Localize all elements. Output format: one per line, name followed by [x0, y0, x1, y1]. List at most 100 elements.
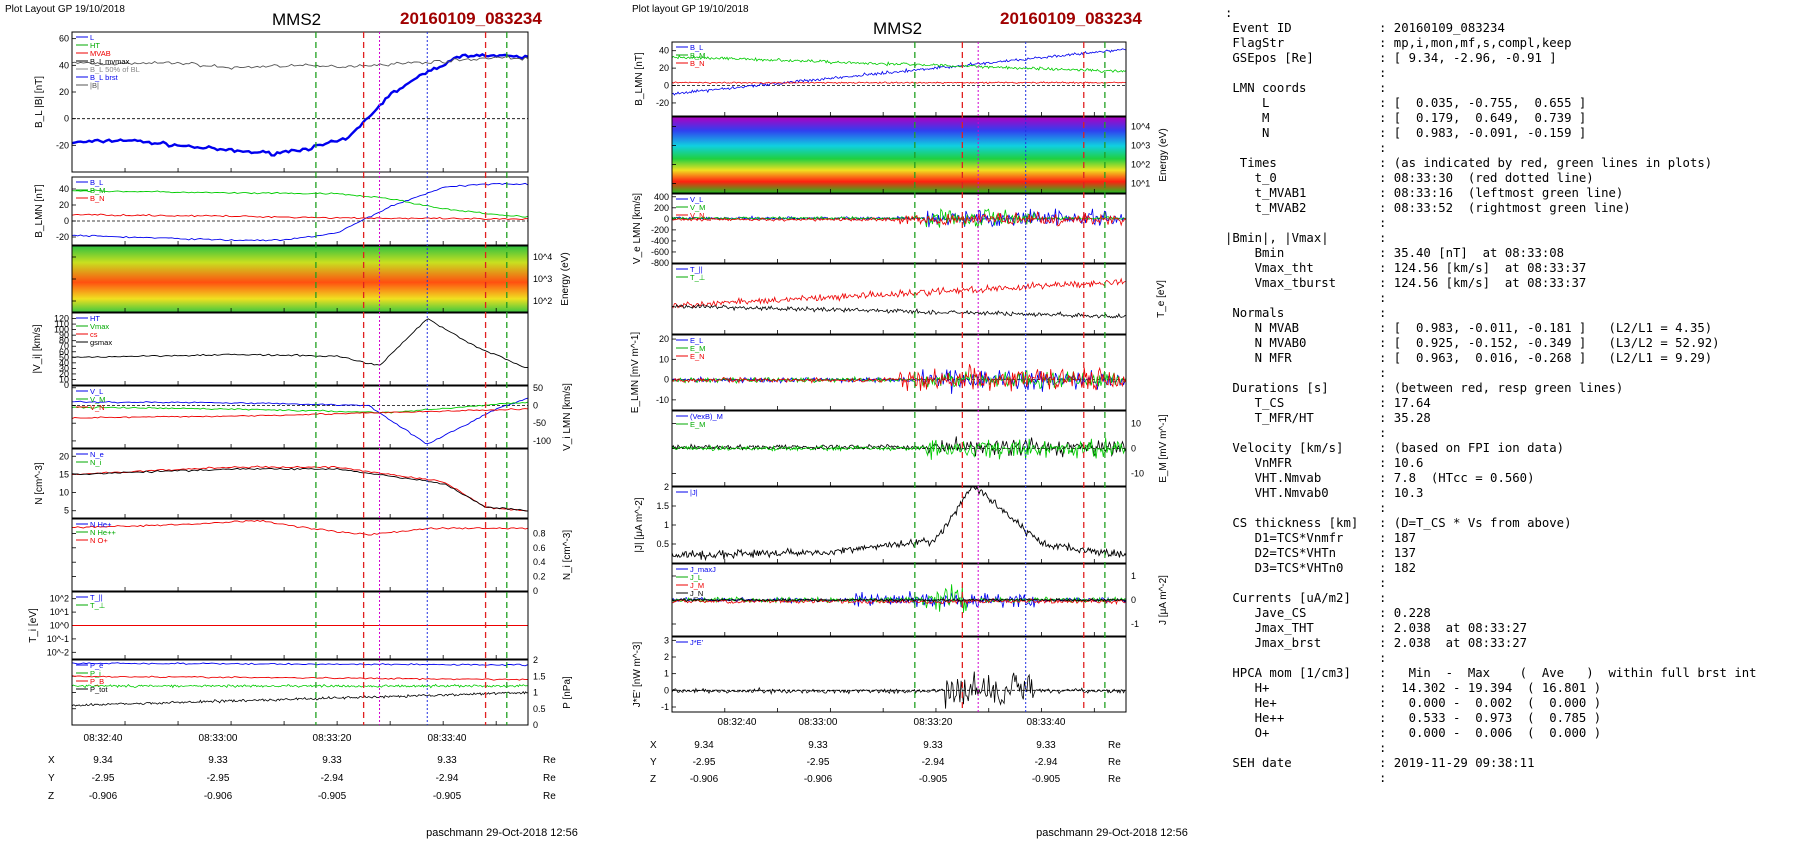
summary-line: :: [1225, 576, 1800, 591]
summary-line: Vmax_tburst: 124.56 [km/s] at 08:33:37: [1225, 276, 1800, 291]
left-header: Plot Layout GP 19/10/2018: [5, 4, 125, 15]
summary-key: T_CS: [1225, 396, 1285, 410]
summary-value: : [ 0.035, -0.755, 0.655 ]: [1379, 96, 1587, 110]
summary-line: :: [1225, 651, 1800, 666]
panel-ylabel: V_e LMN [km/s]: [632, 193, 643, 264]
trace-line: [671, 81, 1126, 85]
panel: 10^1 10^2 10^3 10^4 Energy (eV): [671, 116, 1169, 194]
y-tick-label: 0.8: [533, 528, 546, 538]
y-tick-label: 110: [55, 319, 69, 329]
panel: T_e [eV] T_||T_⊥: [671, 263, 1167, 335]
summary-key: T_MFR/HT: [1225, 411, 1314, 425]
left-coord-val: 9.34: [93, 755, 113, 766]
right-coord-val: -0.906: [804, 774, 833, 785]
summary-line: T_MFR/HT: 35.28: [1225, 411, 1800, 426]
summary-line: CS thickness [km] : (D=T_CS * Vs from abo…: [1225, 516, 1800, 531]
right-footer: paschmann 29-Oct-2018 12:56: [1036, 827, 1188, 839]
summary-value: : 0.533 - 0.973 ( 0.785 ): [1379, 711, 1602, 725]
summary-key: N MFR: [1225, 351, 1292, 365]
panel: -1 0 1 2 3 J*E' [nW m^-3] J*E': [632, 635, 1127, 713]
summary-key: CS thickness [km]: [1225, 516, 1359, 530]
summary-key: Times: [1225, 156, 1277, 170]
summary-key: |Bmin|, |Vmax|: [1225, 231, 1329, 245]
trace-line: [671, 584, 1127, 613]
y-tick-label: 10^2: [533, 296, 552, 306]
y-tick-label: 1: [664, 520, 669, 530]
right-coord-val: -0.905: [919, 774, 948, 785]
summary-line: O+: 0.000 - 0.006 ( 0.000 ): [1225, 726, 1800, 741]
y-tick-label: 15: [59, 469, 69, 479]
legend-entry: B_N: [90, 194, 105, 203]
summary-line: LMN coords:: [1225, 81, 1800, 96]
summary-key: GSEpos [Re]: [1225, 51, 1314, 65]
summary-value: : 10.3: [1379, 486, 1424, 500]
summary-line: Bmin: 35.40 [nT] at 08:33:08: [1225, 246, 1800, 261]
legend-entry: J_N: [690, 589, 703, 598]
right-coord-val: -2.95: [807, 757, 830, 768]
summary-value: : mp,i,mon,mf,s,compl,keep: [1379, 36, 1572, 50]
summary-value: : 124.56 [km/s] at 08:33:37: [1379, 276, 1587, 290]
panel: 0 0.2 0.4 0.6 0.8 N_i [cm^-3] N He+N He++N O+: [71, 518, 573, 596]
summary-key: t_MVAB2: [1225, 201, 1307, 215]
legend-entry: gsmax: [90, 338, 112, 347]
legend-entry: V_M: [90, 395, 105, 404]
y-tick-label: 0.2: [533, 572, 546, 582]
summary-line: Normals:: [1225, 306, 1800, 321]
right-coord-name: Y: [650, 757, 657, 768]
summary-value: : [ 0.963, 0.016, -0.268 ] (L2/L1 = 9.29…: [1379, 351, 1713, 365]
y-tick-label: -50: [533, 418, 546, 428]
summary-value: :: [1379, 66, 1387, 80]
summary-key: :: [1225, 6, 1233, 20]
summary-line: :: [1225, 426, 1800, 441]
y-tick-label: 1: [1131, 571, 1136, 581]
panel-ylabel: N_i [cm^-3]: [562, 530, 573, 580]
y-tick-label: 20: [59, 87, 69, 97]
summary-value: : 17.64: [1379, 396, 1431, 410]
legend-entry: J_maxJ: [690, 565, 716, 574]
summary-line: FlagStr: mp,i,mon,mf,s,compl,keep: [1225, 36, 1800, 51]
y-tick-label: -20: [656, 98, 669, 108]
left-coord-val: -0.906: [89, 791, 118, 802]
legend-entry: N He++: [90, 528, 116, 537]
y-tick-label: 90: [59, 330, 69, 340]
summary-line: |Bmin|, |Vmax|:: [1225, 231, 1800, 246]
panel-frame: [71, 245, 529, 313]
panel-frame: [71, 385, 529, 449]
summary-line: t_MVAB1: 08:33:16 (leftmost green line): [1225, 186, 1800, 201]
summary-key: t_MVAB1: [1225, 186, 1307, 200]
panel: -100 -50 0 50 V_i LMN [km/s] V_LV_MV_N: [71, 383, 573, 451]
panel-ylabel: V_i LMN [km/s]: [562, 383, 573, 451]
trace-line: [671, 436, 1127, 458]
summary-line: Jave_CS: 0.228: [1225, 606, 1800, 621]
summary-line: D1=TCS*Vnmfr: 187: [1225, 531, 1800, 546]
panel-ylabel: T_e [eV]: [1156, 280, 1167, 318]
summary-value: :: [1379, 291, 1387, 305]
summary-key: Durations [s]: [1225, 381, 1329, 395]
panel-ylabel: P [nPa]: [562, 676, 573, 709]
y-tick-label: 0: [533, 720, 538, 730]
right-coord-val: 9.33: [1036, 740, 1056, 751]
panel-frame: [671, 193, 1127, 264]
y-tick-label: 60: [59, 347, 69, 357]
panel: 10^2 10^3 10^4 Energy (eV): [71, 245, 571, 313]
y-tick-label: 1: [664, 669, 669, 679]
summary-value: : (D=T_CS * Vs from above): [1379, 516, 1572, 530]
series-line: [71, 182, 529, 242]
summary-value: :: [1379, 81, 1387, 95]
panel-frame: [71, 659, 529, 726]
summary-line: Vmax_tht: 124.56 [km/s] at 08:33:37: [1225, 261, 1800, 276]
summary-value: :: [1379, 366, 1387, 380]
series-line: [71, 408, 529, 420]
legend-entry: N_e: [90, 450, 104, 459]
y-tick-label: 10^1: [50, 607, 69, 617]
y-tick-label: 200: [654, 203, 669, 213]
right-xtick: 08:32:40: [718, 717, 757, 728]
y-tick-label: 10^2: [50, 594, 69, 604]
summary-key: D1=TCS*Vnmfr: [1225, 531, 1344, 545]
legend-entry: |J|: [690, 488, 698, 497]
summary-value: : 0.000 - 0.006 ( 0.000 ): [1379, 726, 1602, 740]
panel: 0 0.5 1 1.5 2 P [nPa] P_eP_iP_BP_tot: [71, 655, 573, 730]
right-coord-name: X: [650, 740, 657, 751]
summary-line: T_CS : 17.64: [1225, 396, 1800, 411]
